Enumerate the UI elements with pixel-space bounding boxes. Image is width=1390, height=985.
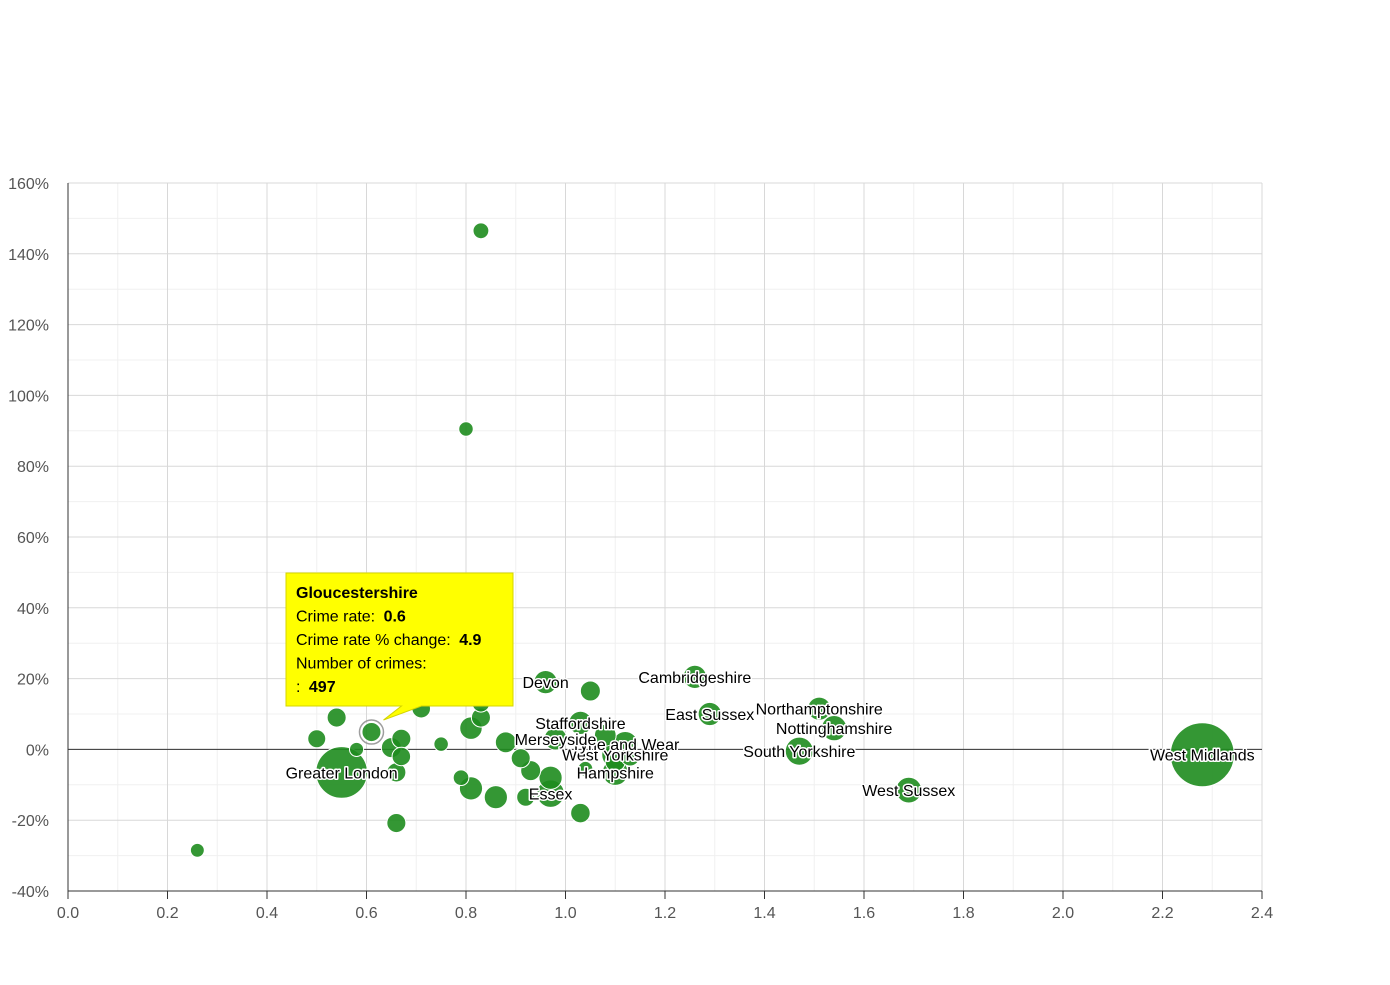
tooltip-change-label: Crime rate % change: xyxy=(296,632,451,649)
tooltip-title: Gloucestershire xyxy=(296,585,418,602)
bubble xyxy=(593,723,617,747)
bubble-devon xyxy=(533,670,558,695)
tooltip-count-label: Number of crimes: xyxy=(296,656,427,673)
bubble xyxy=(391,728,412,749)
bubble-merseyside xyxy=(543,727,568,751)
tooltip-box xyxy=(285,572,514,721)
y-tick-label: 100% xyxy=(8,388,49,405)
bubble xyxy=(326,707,347,728)
x-tick-label: 0.2 xyxy=(156,905,178,922)
bubble-nottinghamshire xyxy=(821,715,848,742)
tooltip: Gloucestershire Crime rate: 0.6 Crime ra… xyxy=(285,572,514,721)
bubble xyxy=(391,746,412,767)
bubble xyxy=(538,765,563,790)
y-tick-label: 20% xyxy=(17,672,49,689)
y-tick-label: 60% xyxy=(17,530,49,547)
bubble-label: Devon xyxy=(522,675,568,692)
bubble-west-midlands xyxy=(1169,722,1235,788)
bubble xyxy=(577,760,594,777)
bubble-label: Northamptonshire xyxy=(756,702,883,719)
bubble-label: West Midlands xyxy=(1150,748,1255,765)
bubble-staffordshire xyxy=(568,710,593,735)
bubble-label: Merseyside xyxy=(515,732,597,749)
x-tick-label: 0.6 xyxy=(355,905,377,922)
axes: 0.0 0.2 0.4 0.6 0.8 1.0 1.2 1.4 1.6 1.8 2.0 2.2 2.4 -… xyxy=(8,176,1273,922)
bubble-label: Greater London xyxy=(286,765,398,782)
x-tick-label: 1.2 xyxy=(654,905,676,922)
bubble-greater-london xyxy=(315,746,368,799)
tooltip-change-value: 4.9 xyxy=(459,632,481,649)
y-tick-label: 120% xyxy=(8,318,49,335)
bubble-label: Staffordshire xyxy=(535,716,626,733)
tooltip-rate-line: Crime rate: 0.6 xyxy=(296,609,406,626)
grid-lines xyxy=(68,182,1263,892)
bubble-label: Tyne and Wear xyxy=(571,737,680,754)
bubble xyxy=(516,787,536,807)
bubble xyxy=(494,731,517,754)
x-tick-label: 0.8 xyxy=(455,905,477,922)
bubble xyxy=(433,736,449,752)
bubble-label: Essex xyxy=(529,787,573,804)
bubble xyxy=(458,421,474,437)
bubble xyxy=(386,813,407,834)
y-tick-label: 140% xyxy=(8,247,49,264)
hover-ring xyxy=(358,719,385,745)
x-tick-label: 2.4 xyxy=(1251,905,1273,922)
bubble xyxy=(579,680,601,702)
bubble-label: East Sussex xyxy=(665,707,754,724)
y-tick-label: -40% xyxy=(12,884,49,901)
bubble xyxy=(348,741,365,757)
x-tick-label: 2.2 xyxy=(1151,905,1173,922)
bubble xyxy=(510,748,531,769)
bubble-label: South Yorkshire xyxy=(743,744,855,761)
x-tick-label: 1.8 xyxy=(952,905,974,922)
bubble-label: Cambridgeshire xyxy=(638,670,751,687)
x-tick-label: 1.4 xyxy=(753,905,775,922)
bubble xyxy=(452,769,470,787)
bubble-east-sussex xyxy=(697,701,722,727)
bubble-label: Hampshire xyxy=(577,765,654,782)
y-tick-label: 40% xyxy=(17,601,49,618)
bubble-gloucestershire xyxy=(361,722,382,743)
bubble xyxy=(620,746,641,767)
tooltip-rate-value: 0.6 xyxy=(384,609,406,626)
y-tick-label: 80% xyxy=(17,459,49,476)
bubble-label: West Yorkshire xyxy=(562,748,669,765)
y-tick-label: 0% xyxy=(26,742,49,759)
bubbles xyxy=(189,222,1235,858)
bubble-label: Nottinghamshire xyxy=(776,721,893,738)
tooltip-change-line: Crime rate % change: 4.9 xyxy=(296,632,482,649)
y-tick-label: -20% xyxy=(12,813,49,830)
bubble-labels: West Midlands Greater London South Yorkshi… xyxy=(284,668,1256,805)
bubble xyxy=(307,729,327,749)
x-tick-label: 1.6 xyxy=(853,905,875,922)
bubble xyxy=(189,842,205,858)
bubble-cambridgeshire xyxy=(682,664,707,689)
tooltip-count-prefix: : xyxy=(296,679,300,696)
tooltip-count-value: 497 xyxy=(309,679,336,696)
x-tick-label: 1.0 xyxy=(554,905,576,922)
bubble-south-yorkshire xyxy=(784,736,814,766)
bubble xyxy=(570,802,591,824)
x-tick-label: 0.0 xyxy=(57,905,79,922)
tooltip-rate-label: Crime rate: xyxy=(296,609,375,626)
bubble xyxy=(472,222,490,240)
tooltip-count-line: : 497 xyxy=(296,679,336,696)
bubble xyxy=(483,785,508,810)
y-tick-label: 160% xyxy=(8,176,49,193)
x-tick-label: 0.4 xyxy=(256,905,278,922)
x-tick-label: 2.0 xyxy=(1052,905,1074,922)
bubble-west-sussex xyxy=(895,776,923,804)
bubble-label: West Sussex xyxy=(862,783,955,800)
bubble-northamptonshire xyxy=(807,696,832,721)
